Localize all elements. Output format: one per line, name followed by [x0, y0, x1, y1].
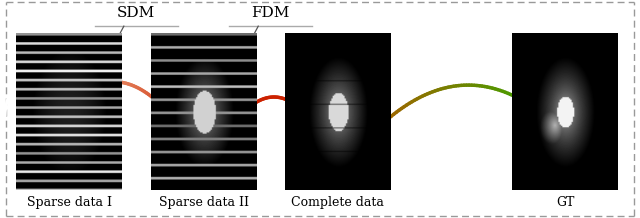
Text: SDM: SDM [117, 6, 156, 20]
Text: GT: GT [556, 196, 574, 209]
Text: Sparse data II: Sparse data II [159, 196, 248, 209]
Text: Sparse data I: Sparse data I [27, 196, 111, 209]
Text: Complete data: Complete data [291, 196, 385, 209]
Text: FDM: FDM [252, 6, 290, 20]
